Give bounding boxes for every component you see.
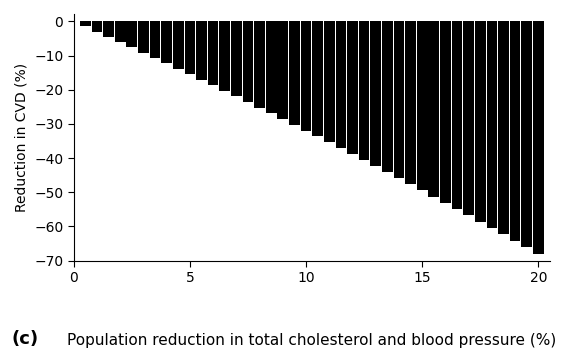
Bar	[405, 21, 416, 184]
Text: (c): (c)	[11, 329, 39, 348]
Bar	[138, 21, 149, 52]
Bar	[359, 21, 370, 160]
Bar	[150, 21, 160, 58]
Bar	[336, 21, 346, 148]
Bar	[533, 21, 544, 254]
Bar	[184, 21, 195, 74]
Bar	[126, 21, 137, 47]
Bar	[498, 21, 509, 235]
Bar	[440, 21, 451, 203]
Bar	[161, 21, 172, 63]
Bar	[80, 21, 91, 26]
Bar	[475, 21, 485, 222]
Bar	[196, 21, 207, 80]
Bar	[208, 21, 218, 85]
Bar	[289, 21, 300, 125]
Bar	[231, 21, 242, 96]
Bar	[92, 21, 102, 31]
Bar	[103, 21, 114, 37]
Y-axis label: Reduction in CVD (%): Reduction in CVD (%)	[15, 63, 28, 212]
Bar	[266, 21, 277, 113]
Bar	[277, 21, 288, 119]
Bar	[417, 21, 428, 190]
Bar	[254, 21, 265, 108]
Bar	[486, 21, 497, 228]
Bar	[312, 21, 323, 136]
Bar	[243, 21, 253, 102]
Bar	[522, 21, 532, 247]
Bar	[115, 21, 125, 42]
Bar	[463, 21, 474, 215]
Bar	[429, 21, 439, 197]
Bar	[393, 21, 404, 178]
Bar	[510, 21, 521, 241]
Text: Population reduction in total cholesterol and blood pressure (%): Population reduction in total cholestero…	[67, 333, 556, 348]
Bar	[452, 21, 463, 209]
Bar	[324, 21, 335, 142]
Bar	[301, 21, 311, 131]
Bar	[370, 21, 381, 166]
Bar	[219, 21, 230, 91]
Bar	[347, 21, 358, 154]
Bar	[382, 21, 393, 172]
Bar	[173, 21, 184, 69]
